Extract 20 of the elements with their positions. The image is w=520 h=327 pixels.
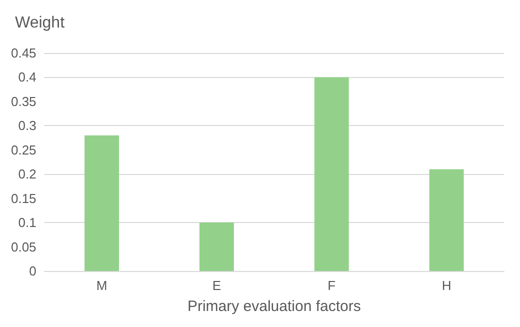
bar [84,135,120,271]
x-tick-label: E [212,278,222,293]
y-tick-label: 0.25 [10,142,36,158]
x-tick-label: F [328,278,336,293]
x-tick-label: H [442,278,452,293]
bar [314,77,349,271]
y-tick-label: 0.35 [10,94,36,109]
y-tick-label: 0.15 [10,190,36,206]
y-tick-label: 0.2 [18,166,36,182]
x-axis-title: Primary evaluation factors [187,298,361,315]
y-axis-title: Weight [15,14,66,32]
bar [199,222,234,271]
x-tick-label: M [96,278,108,293]
y-tick-label: 0.1 [18,215,36,230]
y-tick-label: 0.4 [18,70,36,85]
y-tick-label: 0 [29,264,36,278]
bar [429,169,464,271]
y-tick-label: 0.3 [18,118,36,134]
y-tick-label: 0.05 [10,239,36,254]
y-tick-label: 0.45 [10,46,36,60]
